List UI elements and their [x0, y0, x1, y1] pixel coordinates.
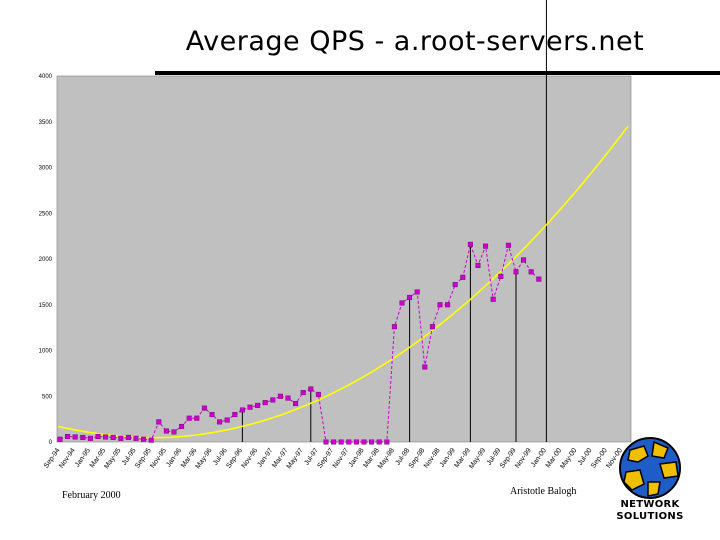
qps-data-point — [361, 439, 367, 445]
qps-data-point — [407, 294, 413, 300]
qps-data-point — [80, 434, 86, 440]
qps-data-point — [72, 434, 78, 440]
footer-date: February 2000 — [62, 490, 121, 501]
x-tick-label: Nov-96 — [241, 447, 260, 470]
qps-data-point — [186, 415, 192, 421]
qps-data-point — [498, 273, 504, 279]
qps-data-point — [110, 434, 116, 440]
qps-data-point — [95, 434, 101, 440]
y-tick-label: 500 — [42, 394, 53, 400]
qps-data-point — [399, 300, 405, 306]
globe-puzzle-icon — [619, 437, 681, 499]
qps-data-point — [338, 439, 344, 445]
qps-data-point — [141, 436, 147, 442]
slide-title: Average QPS - a.root-servers.net — [185, 26, 645, 57]
qps-data-point — [467, 241, 473, 247]
qps-data-point — [437, 302, 443, 308]
qps-data-point — [224, 417, 230, 423]
y-tick-label: 2500 — [39, 211, 53, 217]
qps-data-point — [308, 386, 314, 392]
qps-data-point — [536, 276, 542, 282]
logo-text-network: NETWORK — [620, 499, 680, 510]
qps-data-point — [103, 434, 109, 440]
footer-author: Aristotle Balogh — [510, 486, 577, 497]
qps-data-point — [353, 439, 359, 445]
qps-data-point — [323, 439, 329, 445]
qps-data-point — [65, 434, 71, 440]
qps-data-point — [445, 302, 451, 308]
qps-series-line — [59, 242, 540, 443]
qps-data-point — [194, 415, 200, 421]
x-tick-label: Nov-97 — [332, 447, 351, 470]
qps-data-point — [209, 412, 215, 418]
qps-data-point — [315, 391, 321, 397]
y-tick-label: 3500 — [39, 120, 53, 126]
y-tick-label: 1000 — [39, 349, 53, 355]
qps-data-point — [239, 407, 245, 413]
qps-data-point — [391, 324, 397, 330]
qps-data-point — [255, 402, 261, 408]
x-tick-label: Nov-95 — [149, 447, 168, 470]
qps-data-point — [262, 400, 268, 406]
qps-data-point — [528, 269, 534, 275]
qps-data-point — [483, 243, 489, 249]
qps-data-point — [285, 395, 291, 401]
qps-data-point — [384, 439, 390, 445]
qps-data-point — [163, 428, 169, 434]
qps-data-point — [133, 435, 139, 441]
qps-data-point — [270, 397, 276, 403]
qps-data-point — [293, 401, 299, 407]
qps-data-point — [148, 437, 154, 443]
qps-data-point — [513, 269, 519, 275]
qps-data-point — [369, 439, 375, 445]
qps-data-point — [429, 324, 435, 330]
title-rule — [155, 71, 720, 75]
qps-data-point — [156, 419, 162, 425]
qps-data-point — [247, 404, 253, 410]
qps-data-point — [118, 435, 124, 441]
qps-data-point — [87, 435, 93, 441]
qps-data-point — [217, 419, 223, 425]
y-tick-label: 4000 — [39, 74, 53, 80]
qps-data-point — [232, 412, 238, 418]
qps-data-point — [521, 257, 527, 263]
qps-data-point — [300, 390, 306, 396]
qps-data-point — [505, 242, 511, 248]
qps-data-point — [452, 282, 458, 288]
qps-data-point — [376, 439, 382, 445]
x-tick-label: Nov-99 — [514, 447, 533, 470]
plot-area — [56, 75, 632, 443]
logo-text-solutions: SOLUTIONS — [616, 511, 684, 522]
qps-data-point — [422, 364, 428, 370]
qps-data-point — [125, 434, 131, 440]
x-tick-label: Nov-94 — [58, 447, 77, 470]
y-tick-label: 0 — [49, 440, 53, 446]
qps-data-point — [475, 262, 481, 268]
qps-data-point — [490, 296, 496, 302]
qps-data-point — [331, 439, 337, 445]
y-tick-label: 2000 — [39, 257, 53, 263]
qps-data-point — [414, 289, 420, 295]
qps-data-point — [201, 405, 207, 411]
qps-data-point — [57, 436, 63, 442]
x-tick-label: Nov-98 — [423, 447, 442, 470]
qps-data-point — [179, 423, 185, 429]
qps-data-point — [460, 274, 466, 280]
y-tick-label: 1500 — [39, 303, 53, 309]
y-tick-label: 3000 — [39, 166, 53, 172]
qps-data-point — [346, 439, 352, 445]
network-solutions-logo: NETWORK SOLUTIONS — [608, 432, 692, 528]
qps-data-point — [277, 393, 283, 399]
qps-data-point — [171, 429, 177, 435]
